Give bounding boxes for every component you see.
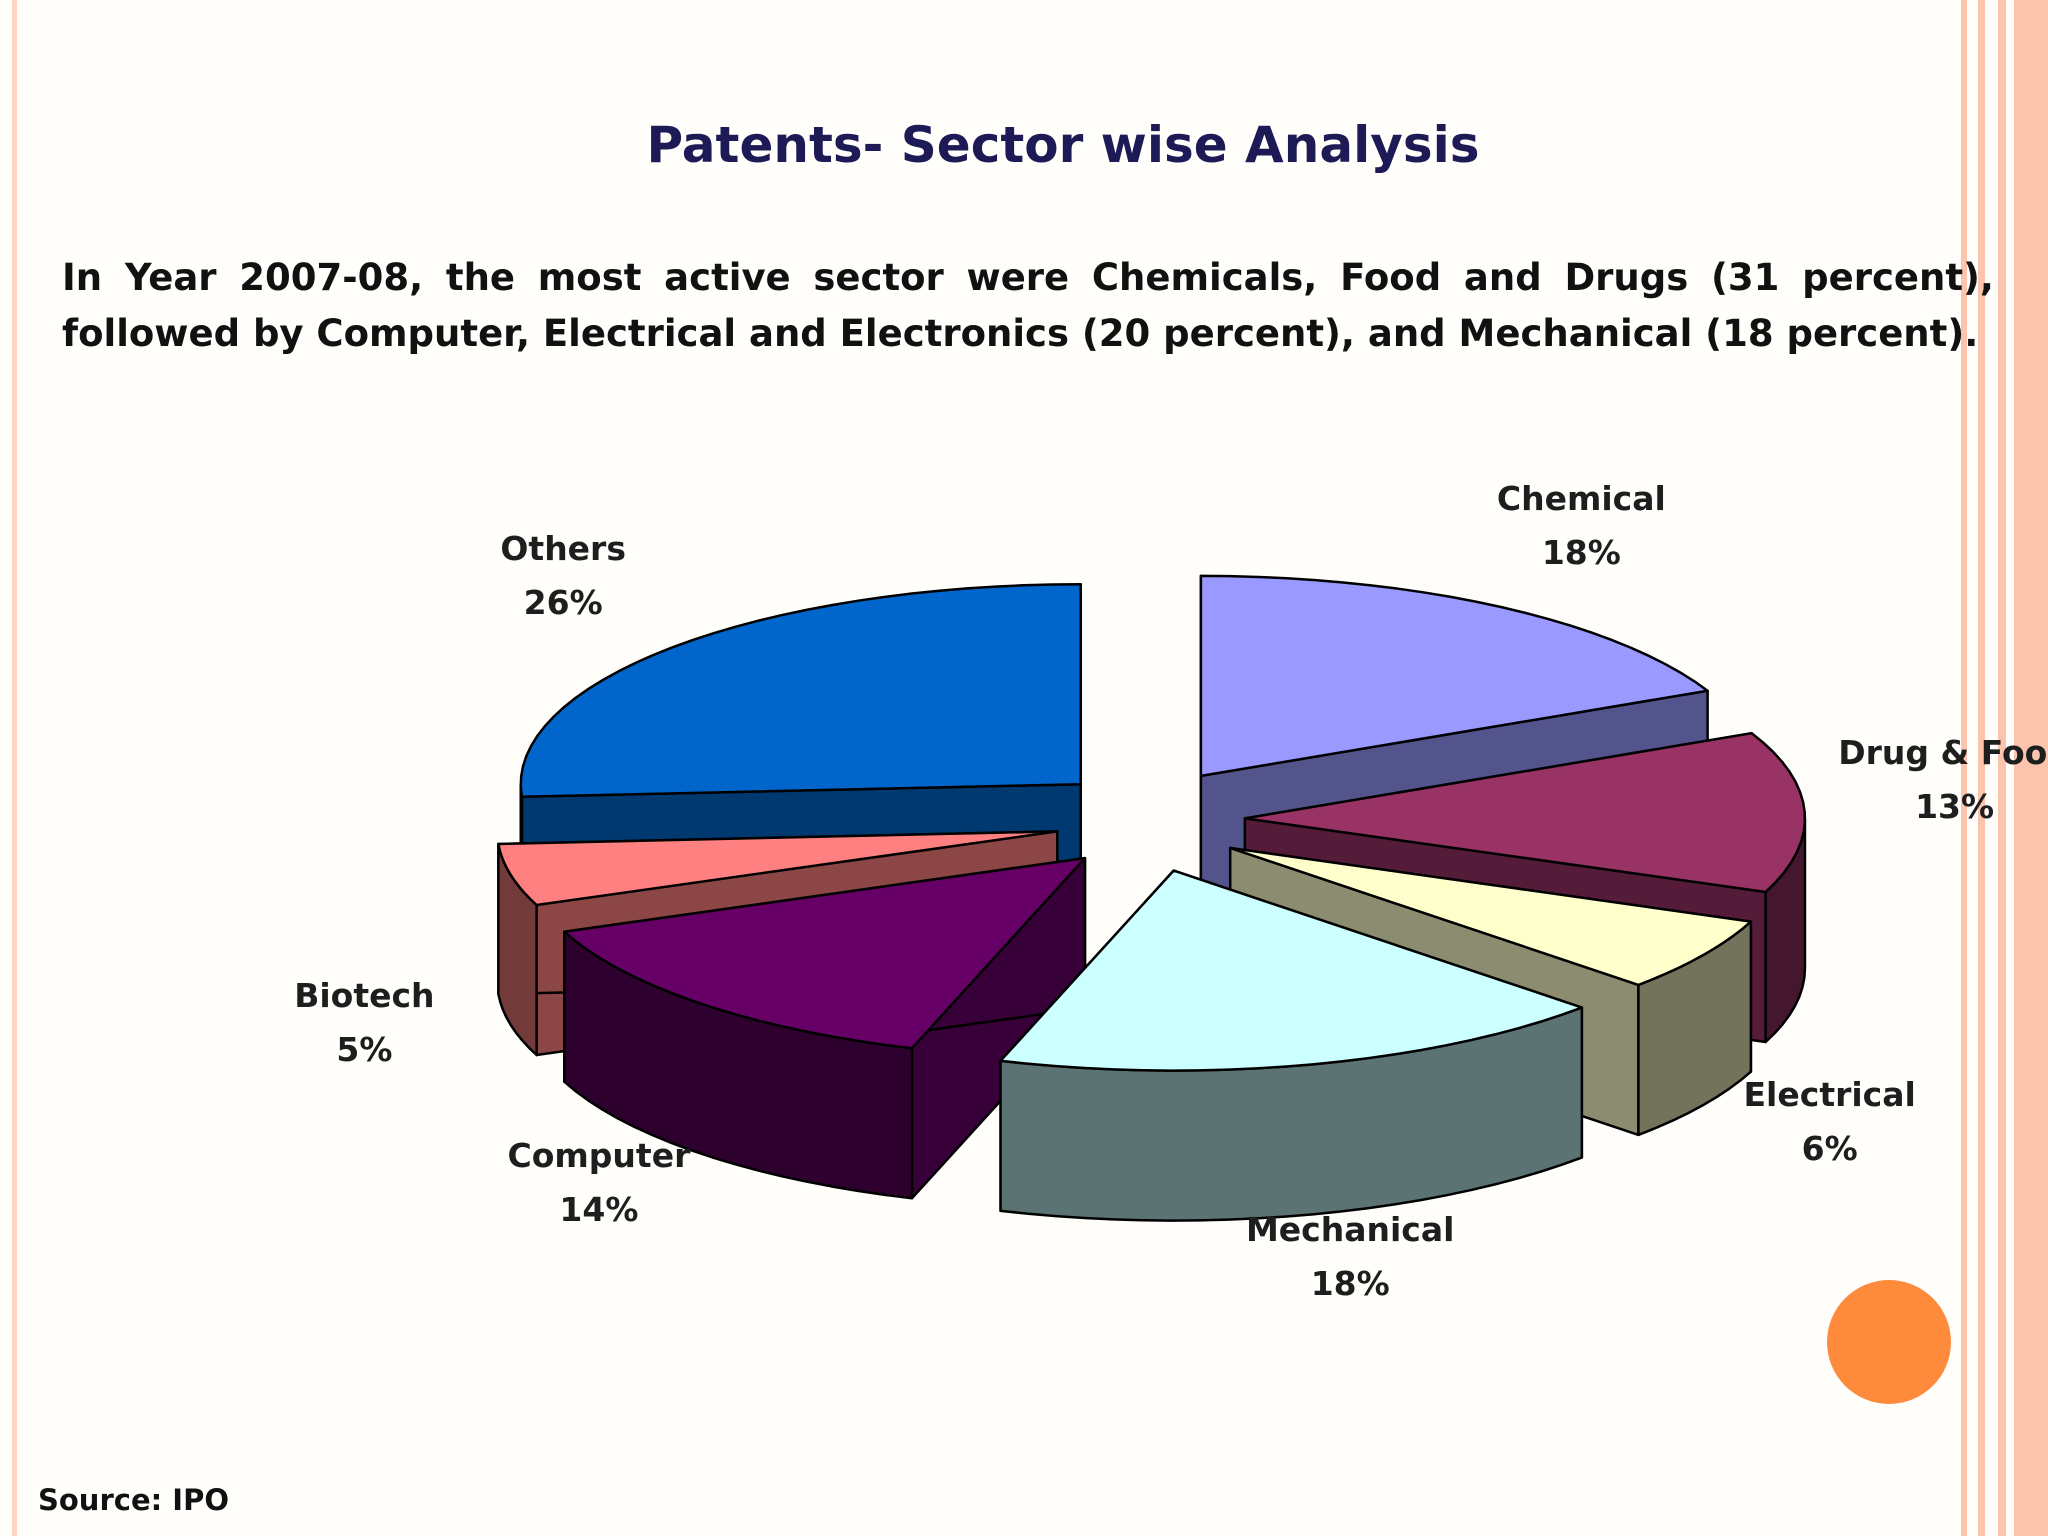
border-stripe-3	[1998, 0, 2006, 1536]
slice-label-chemical: Chemical 18%	[1497, 472, 1666, 580]
slice-percent: 26%	[523, 583, 603, 623]
accent-dot	[1827, 1280, 1951, 1404]
slice-percent: 18%	[1541, 533, 1621, 573]
slice-percent: 5%	[336, 1030, 393, 1070]
slide-title: Patents- Sector wise Analysis	[646, 116, 1480, 174]
summary-text: In Year 2007-08, the most active sector …	[62, 256, 1994, 355]
slice-percent: 6%	[1801, 1129, 1858, 1169]
border-stripe-2	[1978, 0, 1985, 1536]
slice-label-computer: Computer 14%	[508, 1129, 691, 1237]
slice-label-mechanical: Mechanical 18%	[1246, 1203, 1455, 1311]
slice-name: Chemical	[1496, 479, 1666, 519]
slice-name: Drug & Food	[1838, 733, 2048, 773]
slice-name: Electrical	[1743, 1075, 1916, 1115]
border-stripe-4	[2014, 0, 2048, 1536]
slice-percent: 13%	[1915, 787, 1995, 827]
slice-name: Others	[500, 529, 626, 569]
pie-slice-computer	[563, 856, 1087, 1200]
pie-slice-mechanical	[999, 869, 1584, 1222]
slice-label-biotech: Biotech 5%	[294, 969, 434, 1077]
border-stripe-1	[1961, 0, 1967, 1536]
slice-name: Biotech	[294, 976, 435, 1016]
source-note: Source: IPO	[38, 1483, 230, 1517]
border-stripe-left	[12, 0, 17, 1536]
slice-name: Computer	[507, 1135, 691, 1175]
slice-label-drug-food: Drug & Food 13%	[1838, 726, 2048, 834]
slice-label-others: Others 26%	[500, 522, 626, 630]
slice-percent: 18%	[1310, 1264, 1390, 1304]
slice-label-electrical: Electrical 6%	[1744, 1068, 1916, 1176]
slice-percent: 14%	[559, 1189, 639, 1229]
slice-name: Mechanical	[1245, 1210, 1455, 1250]
